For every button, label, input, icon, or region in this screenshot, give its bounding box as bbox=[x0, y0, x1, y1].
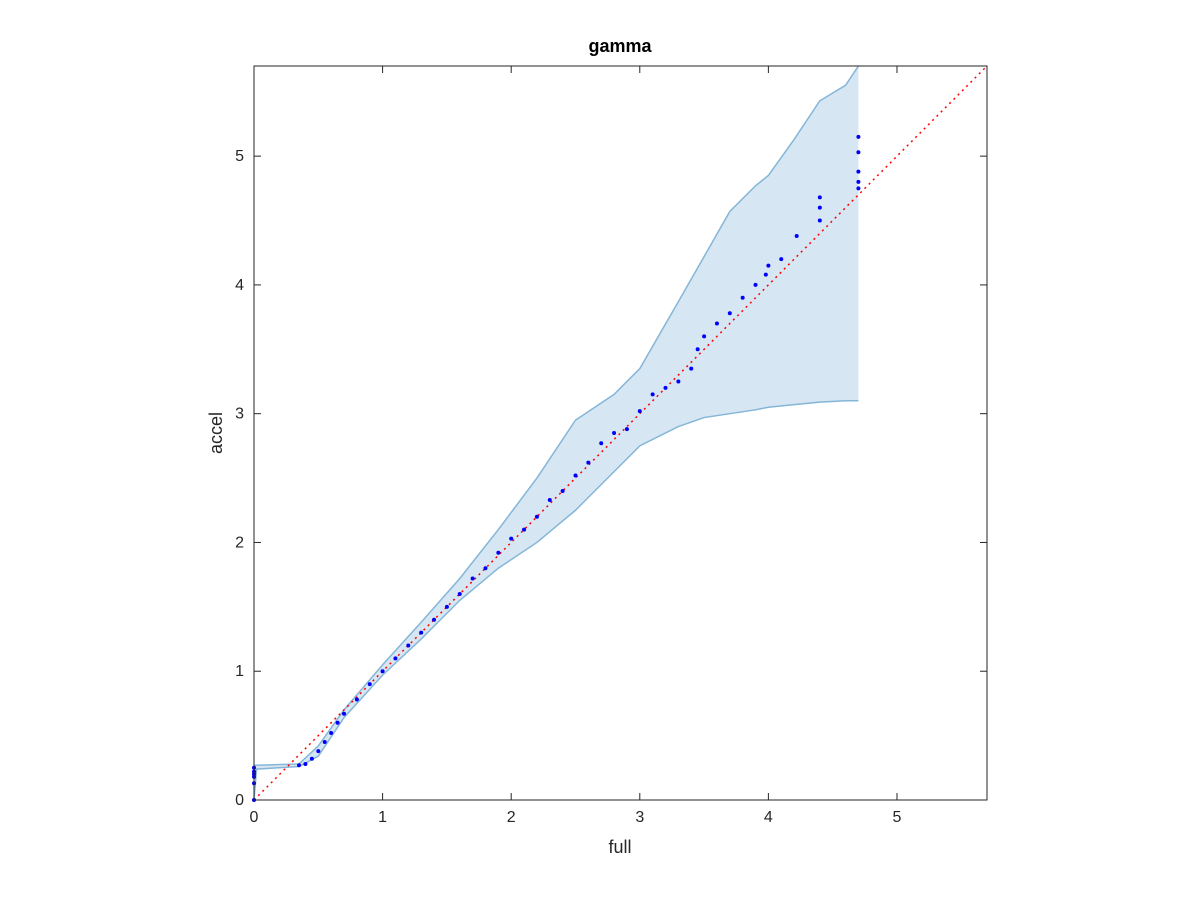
data-point bbox=[763, 272, 768, 277]
x-tick-label: 4 bbox=[764, 809, 773, 826]
data-point bbox=[329, 731, 334, 736]
data-point bbox=[856, 169, 861, 174]
data-point bbox=[573, 473, 578, 478]
data-point bbox=[794, 233, 799, 238]
x-tick-label: 1 bbox=[378, 809, 387, 826]
data-point bbox=[342, 711, 347, 716]
data-point bbox=[727, 311, 732, 316]
data-point bbox=[689, 366, 694, 371]
x-tick-label: 5 bbox=[893, 809, 902, 826]
data-point bbox=[367, 682, 372, 687]
band-upper bbox=[254, 65, 860, 766]
data-point bbox=[522, 527, 527, 532]
data-point bbox=[509, 536, 514, 541]
band-lower bbox=[253, 400, 859, 801]
data-point bbox=[444, 604, 449, 609]
data-point bbox=[650, 392, 655, 397]
data-point bbox=[393, 656, 398, 661]
data-point bbox=[663, 385, 668, 390]
band-fill bbox=[254, 66, 859, 800]
data-point bbox=[817, 195, 822, 200]
data-point bbox=[335, 720, 340, 725]
data-point bbox=[316, 749, 321, 754]
data-point bbox=[856, 179, 861, 184]
data-point bbox=[702, 334, 707, 339]
y-axis-label: accel bbox=[206, 412, 226, 454]
data-point bbox=[817, 218, 822, 223]
data-point bbox=[856, 134, 861, 139]
data-point bbox=[695, 347, 700, 352]
data-point bbox=[457, 591, 462, 596]
data-point bbox=[560, 488, 565, 493]
x-tick-label: 2 bbox=[507, 809, 516, 826]
data-point bbox=[676, 379, 681, 384]
x-axis-label: full bbox=[608, 837, 631, 857]
data-point bbox=[297, 763, 302, 768]
plot-frame bbox=[253, 65, 988, 801]
data-point bbox=[406, 643, 411, 648]
data-point bbox=[432, 617, 437, 622]
data-point bbox=[740, 295, 745, 300]
data-point bbox=[380, 669, 385, 674]
y-tick-label: 4 bbox=[235, 277, 244, 294]
data-point bbox=[753, 282, 758, 287]
data-point bbox=[483, 566, 488, 571]
y-tick-label: 5 bbox=[235, 148, 244, 165]
data-point bbox=[309, 756, 314, 761]
data-point bbox=[766, 263, 771, 268]
data-point bbox=[534, 514, 539, 519]
data-point bbox=[419, 630, 424, 635]
reference-line bbox=[253, 65, 988, 801]
x-tick-label: 0 bbox=[250, 809, 259, 826]
data-point bbox=[322, 740, 327, 745]
chart-title: gamma bbox=[588, 36, 652, 56]
data-point bbox=[470, 576, 475, 581]
data-point bbox=[856, 150, 861, 155]
data-point bbox=[599, 441, 604, 446]
y-tick-label: 3 bbox=[235, 406, 244, 423]
data-point bbox=[856, 186, 861, 191]
data-point bbox=[354, 697, 359, 702]
data-point bbox=[303, 761, 308, 766]
y-tick-label: 2 bbox=[235, 534, 244, 551]
data-point bbox=[586, 460, 591, 465]
data-point bbox=[496, 550, 501, 555]
data-point bbox=[714, 321, 719, 326]
data-point bbox=[624, 427, 629, 432]
data-point bbox=[779, 257, 784, 262]
x-tick-label: 3 bbox=[635, 809, 644, 826]
y-tick-label: 0 bbox=[235, 792, 244, 809]
data-point bbox=[817, 205, 822, 210]
data-point bbox=[612, 431, 617, 435]
data-point bbox=[637, 409, 642, 414]
data-point bbox=[547, 497, 552, 502]
y-tick-label: 1 bbox=[235, 663, 244, 680]
